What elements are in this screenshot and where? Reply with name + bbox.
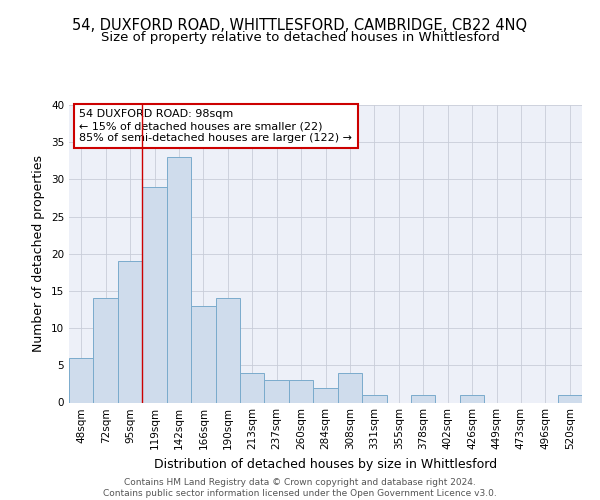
Bar [94,298,118,403]
Bar [118,261,142,402]
Bar [313,388,338,402]
Text: Contains HM Land Registry data © Crown copyright and database right 2024.
Contai: Contains HM Land Registry data © Crown c… [103,478,497,498]
Bar [362,395,386,402]
Bar [411,395,436,402]
Bar [191,306,215,402]
Text: 54 DUXFORD ROAD: 98sqm
← 15% of detached houses are smaller (22)
85% of semi-det: 54 DUXFORD ROAD: 98sqm ← 15% of detached… [79,110,352,142]
Text: 54, DUXFORD ROAD, WHITTLESFORD, CAMBRIDGE, CB22 4NQ: 54, DUXFORD ROAD, WHITTLESFORD, CAMBRIDG… [73,18,527,32]
Bar [557,395,582,402]
Bar [265,380,289,402]
Bar [142,187,167,402]
Bar [289,380,313,402]
Bar [69,358,94,403]
X-axis label: Distribution of detached houses by size in Whittlesford: Distribution of detached houses by size … [154,458,497,471]
Y-axis label: Number of detached properties: Number of detached properties [32,155,46,352]
Bar [338,373,362,402]
Bar [215,298,240,403]
Text: Size of property relative to detached houses in Whittlesford: Size of property relative to detached ho… [101,31,499,44]
Bar [460,395,484,402]
Bar [240,373,265,402]
Bar [167,157,191,402]
